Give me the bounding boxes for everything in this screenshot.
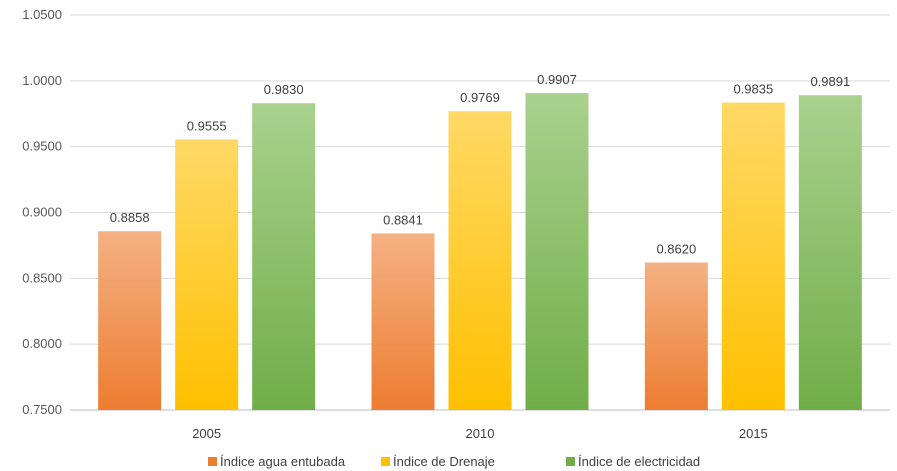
bar — [98, 231, 162, 410]
data-label: 0.8858 — [110, 210, 150, 225]
legend-swatch — [208, 457, 217, 466]
y-tick-label: 0.8000 — [22, 336, 62, 351]
y-tick-label: 0.9000 — [22, 205, 62, 220]
x-axis-tick-labels: 2005 2010 2015 — [192, 426, 768, 441]
legend-label: Índice de electricidad — [578, 454, 700, 469]
y-tick-label: 0.9500 — [22, 139, 62, 154]
data-label: 0.9830 — [264, 82, 304, 97]
legend: Índice agua entubada Índice de Drenaje Índ… — [208, 454, 700, 469]
bar — [371, 233, 435, 410]
x-tick-label: 2015 — [739, 426, 768, 441]
bar — [798, 95, 862, 410]
data-label: 0.8841 — [383, 212, 423, 227]
bar — [644, 262, 708, 410]
data-labels: 0.8858 0.9555 0.9830 0.8841 0.9769 0.9907 0.86… — [110, 72, 850, 256]
data-label: 0.9835 — [733, 82, 773, 97]
bar — [252, 103, 316, 410]
data-label: 0.9907 — [537, 72, 577, 87]
legend-swatch — [381, 457, 390, 466]
y-tick-label: 1.0500 — [22, 7, 62, 22]
data-label: 0.9555 — [187, 118, 227, 133]
legend-label: Índice de Drenaje — [393, 454, 495, 469]
y-tick-label: 0.8500 — [22, 270, 62, 285]
x-tick-label: 2005 — [192, 426, 221, 441]
bar — [525, 93, 589, 410]
y-tick-label: 0.7500 — [22, 402, 62, 417]
legend-swatch — [566, 457, 575, 466]
bar — [721, 102, 785, 410]
x-tick-label: 2010 — [466, 426, 495, 441]
legend-label: Índice agua entubada — [220, 454, 346, 469]
data-label: 0.8620 — [656, 242, 696, 257]
data-label: 0.9769 — [460, 90, 500, 105]
y-tick-label: 1.0000 — [22, 73, 62, 88]
bar — [448, 111, 512, 410]
data-label: 0.9891 — [810, 74, 850, 89]
bars — [98, 93, 862, 411]
bar — [175, 139, 239, 411]
y-axis-tick-labels: 0.7500 0.8000 0.8500 0.9000 0.9500 1.0000 1.05… — [22, 7, 62, 417]
